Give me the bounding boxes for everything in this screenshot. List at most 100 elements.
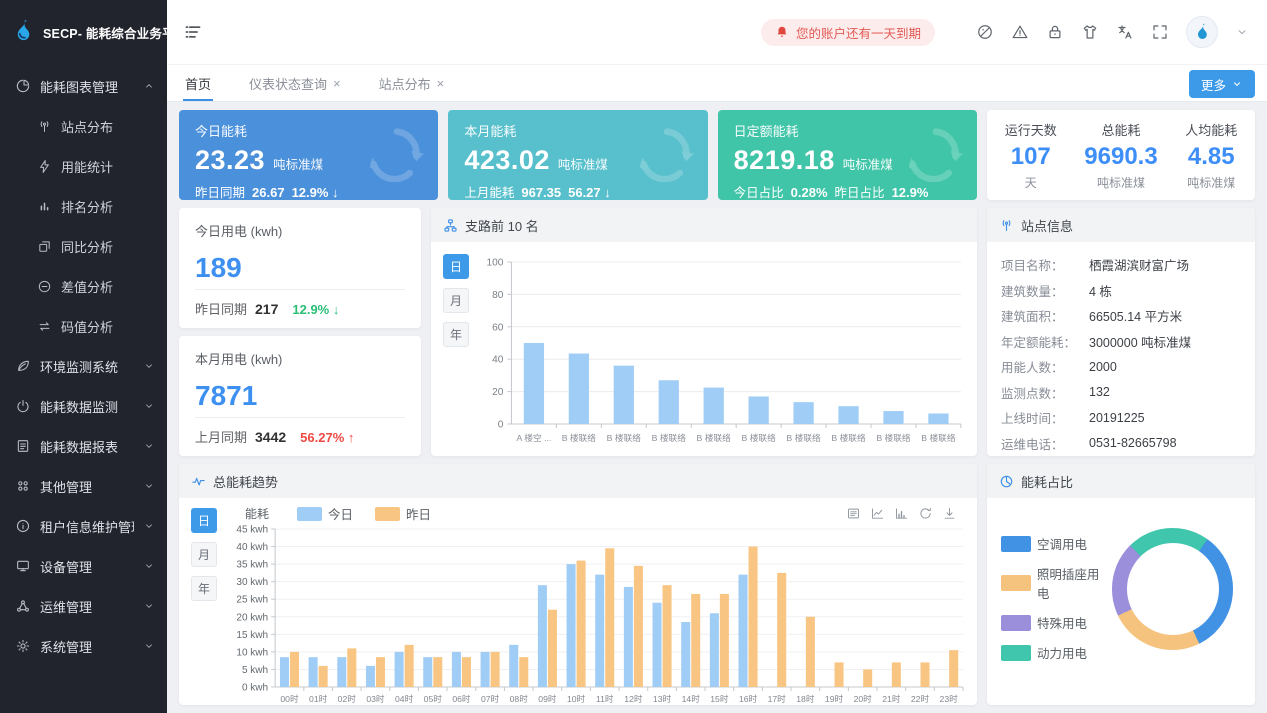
sidebar-group-label: 能耗数据报表 [40,439,119,455]
lock-icon [1049,25,1061,39]
svg-text:35 kwh: 35 kwh [236,560,268,571]
sidebar-group[interactable]: 环境监测系统 [0,346,167,386]
sidebar-group[interactable]: 系统管理 [0,626,167,666]
sidebar-group[interactable]: 能耗图表管理 [0,66,167,106]
sidebar-item[interactable]: 站点分布 [0,106,167,146]
avatar[interactable] [1186,16,1218,48]
energy-trend-panel: 总能耗趋势 日月年 能耗 今日 昨日 0 kwh 5 kwh 10 kwh 15 kwh… [179,464,977,705]
branch-period-日[interactable]: 日 [443,254,469,279]
share-legend-item-2[interactable]: 特殊用电 [1001,613,1112,632]
main-area: 您的账户还有一天到期 首页 仪表状态查询 × 站点分布 × 更多 今日能耗 23.23 吨标… [167,0,1267,713]
translate-icon [1118,25,1132,39]
chevron-down-icon[interactable] [1235,25,1249,39]
kpi-value: 23.23 [195,145,266,175]
flame-icon [10,18,36,47]
sidebar-group-label: 环境监测系统 [40,359,119,375]
sidebar-submenu: 站点分布用能统计排名分析同比分析差值分析码值分析 [0,106,167,346]
tab-label: 仪表状态查询 [249,76,328,92]
refresh-icon[interactable] [918,506,933,521]
sidebar-group[interactable]: 能耗数据报表 [0,426,167,466]
sidebar-group-label: 能耗图表管理 [40,79,119,95]
bar-chart-icon[interactable] [894,506,909,521]
sidebar-item[interactable]: 差值分析 [0,266,167,306]
kpi-sub-text: 0.28% [790,185,828,200]
sidebar-group[interactable]: 租户信息维护管理 [0,506,167,546]
account-expiry-alert[interactable]: 您的账户还有一天到期 [760,18,935,46]
sidebar-group[interactable]: 其他管理 [0,466,167,506]
fullscreen-icon[interactable] [1151,23,1169,41]
trend-period-日[interactable]: 日 [191,508,217,533]
svg-text:B 楼联络: B 楼联络 [562,432,597,443]
share-legend-item-1[interactable]: 照明插座用电 [1001,564,1112,602]
tab-1[interactable]: 仪表状态查询 × [247,65,343,101]
tab-2[interactable]: 站点分布 × [377,65,447,101]
warning-icon[interactable] [1011,23,1029,41]
usage-title: 今日用电 (kwh) [195,224,283,239]
branch-period-月[interactable]: 月 [443,288,469,313]
svg-text:40: 40 [492,355,504,366]
data-view-icon[interactable] [846,506,861,521]
skin-icon[interactable] [1081,23,1099,41]
sidebar-group[interactable]: 运维管理 [0,586,167,626]
sidebar-item-label: 排名分析 [61,199,114,215]
sidebar-group[interactable]: 设备管理 [0,546,167,586]
compare-label: 上月同期 [195,430,248,445]
kpi-unit: 吨标准煤 [842,158,893,172]
close-icon[interactable]: × [333,75,341,91]
palette-icon[interactable] [976,23,994,41]
translate-icon[interactable] [1116,23,1134,41]
pie-clock-icon [1000,475,1013,487]
dashboard-content: 今日能耗 23.23 吨标准煤 昨日同期 26.67 12.9% ↓ 本月能耗 423.02 吨… [167,102,1267,713]
sidebar-item[interactable]: 排名分析 [0,186,167,226]
recycle-icon [632,120,694,185]
stat-unit: 吨标准煤 [1187,175,1236,190]
tab-label: 首页 [185,76,212,92]
sidebar-item[interactable]: 码值分析 [0,306,167,346]
trend-period-年[interactable]: 年 [191,576,217,601]
sidebar-item-label: 差值分析 [61,279,114,295]
svg-text:04时: 04时 [395,693,414,704]
collapse-menu-icon [185,26,201,38]
usage-value: 189 [195,252,242,283]
usage-card-0: 今日用电 (kwh) 189 昨日同期 217 12.9% ↓ [179,208,421,328]
branch-period-年[interactable]: 年 [443,322,469,347]
org-chart-icon [443,218,458,233]
compare-value: 217 [255,301,279,317]
more-button[interactable]: 更多 [1188,70,1255,98]
sidebar-item-label: 码值分析 [61,319,114,335]
legend-item-1[interactable]: 昨日 [375,504,431,523]
sidebar-item-label: 站点分布 [61,119,114,135]
kpi-sub-text: 12.9% ↓ [291,185,339,200]
sidebar-group-label: 其他管理 [40,479,93,495]
site-info-row: 建筑数量： 4 栋 [1001,278,1241,304]
kpi-value: 8219.18 [733,145,835,175]
svg-text:00时: 00时 [280,693,299,704]
kpi-value: 423.02 [464,145,550,175]
site-info-value: 0531-82665798 [1089,436,1177,451]
lock-icon[interactable] [1046,23,1064,41]
site-info-value: 20191225 [1089,410,1145,425]
chevron-down-icon [1231,78,1243,90]
trend-period-月[interactable]: 月 [191,542,217,567]
close-icon[interactable]: × [436,75,445,91]
legend-item-0[interactable]: 今日 [297,504,353,523]
svg-text:01时: 01时 [309,693,328,704]
share-legend-item-0[interactable]: 空调用电 [1001,534,1112,553]
site-info-row: 上线时间： 20191225 [1001,405,1241,431]
sidebar-item-label: 同比分析 [61,239,114,255]
download-icon[interactable] [942,506,957,521]
gear-icon [16,639,30,653]
share-legend-item-3[interactable]: 动力用电 [1001,643,1112,662]
energy-share-panel: 能耗占比 空调用电 照明插座用电 特殊用电 动力用电 [987,464,1255,705]
line-chart-icon[interactable] [870,506,885,521]
tab-0[interactable]: 首页 [183,65,214,101]
sidebar-item-label: 用能统计 [61,159,114,175]
svg-text:B 楼联络: B 楼联络 [607,432,642,443]
share-legend-label: 特殊用电 [1037,617,1088,631]
sidebar-item[interactable]: 同比分析 [0,226,167,266]
stat-unit: 天 [1024,175,1037,190]
sidebar-group[interactable]: 能耗数据监测 [0,386,167,426]
collapse-menu-icon[interactable] [183,22,203,42]
sidebar-item[interactable]: 用能统计 [0,146,167,186]
kpi-sub-text: 967.35 [521,185,562,200]
